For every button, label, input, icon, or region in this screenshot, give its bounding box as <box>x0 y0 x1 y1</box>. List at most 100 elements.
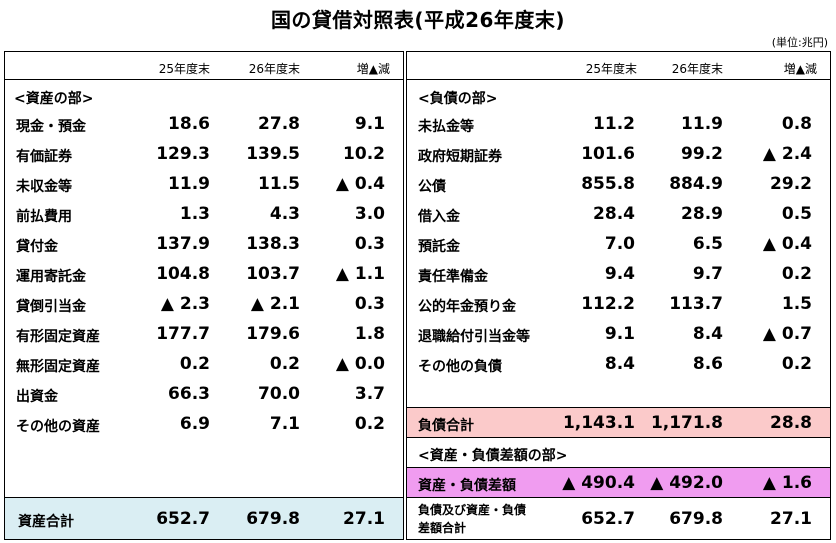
row-label: 運用寄託金 <box>16 269 86 285</box>
row-label: 未払金等 <box>418 119 474 135</box>
value-y25: 1.3 <box>179 204 210 224</box>
value-y25: 18.6 <box>168 114 210 134</box>
row-label: その他の負債 <box>418 359 502 375</box>
grand-total-y25: 652.7 <box>581 509 635 529</box>
value-y25: 101.6 <box>581 144 635 164</box>
row-label: 前払費用 <box>16 209 72 225</box>
liability-total-y25: 1,143.1 <box>562 413 635 433</box>
liabilities-table <box>406 51 831 540</box>
value-y25: 6.9 <box>179 414 210 434</box>
value-y25: 104.8 <box>156 264 210 284</box>
liabilities-section-title: <負債の部> <box>418 91 498 107</box>
row-label: 退職給付引当金等 <box>418 329 530 345</box>
value-diff: 0.2 <box>354 414 385 434</box>
value-diff: 3.0 <box>354 204 385 224</box>
assets-header-diff: 増▲減 <box>356 62 390 76</box>
row-label: 借入金 <box>418 209 460 225</box>
value-y26: 28.9 <box>681 204 723 224</box>
row-label: 有価証券 <box>16 149 72 165</box>
liability-total-y26: 1,171.8 <box>650 413 723 433</box>
assets-header-divider <box>4 79 404 80</box>
value-diff: 9.1 <box>354 114 385 134</box>
value-diff: ▲ 0.4 <box>335 174 385 194</box>
value-y25: 137.9 <box>156 234 210 254</box>
value-y26: 70.0 <box>258 384 300 404</box>
value-y26: 27.8 <box>258 114 300 134</box>
value-y26: 11.5 <box>258 174 300 194</box>
value-y26: ▲ 2.1 <box>250 294 300 314</box>
liability-total-label: 負債合計 <box>418 418 474 434</box>
row-label: 責任準備金 <box>418 269 488 285</box>
value-y26: 9.7 <box>692 264 723 284</box>
asset-total-y25: 652.7 <box>156 509 210 529</box>
value-y26: 139.5 <box>246 144 300 164</box>
asset-total-diff: 27.1 <box>343 509 385 529</box>
row-label: その他の資産 <box>16 419 100 435</box>
value-diff: 3.7 <box>354 384 385 404</box>
value-y25: 112.2 <box>581 294 635 314</box>
value-y26: 7.1 <box>269 414 300 434</box>
row-label: 出資金 <box>16 389 58 405</box>
net-assets-y25: ▲ 490.4 <box>562 473 635 493</box>
value-y25: 11.2 <box>593 114 635 134</box>
row-label: 未収金等 <box>16 179 72 195</box>
grand-total-label-line2: 差額合計 <box>418 521 467 535</box>
value-y26: 113.7 <box>669 294 723 314</box>
row-label: 公債 <box>418 179 446 195</box>
value-y26: 179.6 <box>246 324 300 344</box>
net-section-title: <資産・負債差額の部> <box>418 448 568 464</box>
value-y25: 855.8 <box>581 174 635 194</box>
value-y25: 0.2 <box>179 354 210 374</box>
value-y25: 9.1 <box>604 324 635 344</box>
grand-total-label-line1: 負債及び資産・負債 <box>418 503 527 517</box>
value-diff: 0.2 <box>781 354 812 374</box>
liabilities-header-divider <box>406 79 831 80</box>
value-diff: ▲ 1.1 <box>335 264 385 284</box>
page-title: 国の貸借対照表(平成26年度末) <box>270 8 566 32</box>
value-y26: 103.7 <box>246 264 300 284</box>
liability-total-diff: 28.8 <box>770 413 812 433</box>
value-y25: 129.3 <box>156 144 210 164</box>
value-y26: 0.2 <box>269 354 300 374</box>
asset-total-y26: 679.8 <box>246 509 300 529</box>
value-y25: 66.3 <box>168 384 210 404</box>
row-label: 有形固定資産 <box>16 329 100 345</box>
unit-label: (単位:兆円) <box>771 36 828 49</box>
value-y26: 138.3 <box>246 234 300 254</box>
value-y25: 177.7 <box>156 324 210 344</box>
value-diff: 0.5 <box>781 204 812 224</box>
value-y25: 7.0 <box>604 234 635 254</box>
row-label: 預託金 <box>418 239 460 255</box>
net-assets-y26: ▲ 492.0 <box>650 473 723 493</box>
value-diff: 1.5 <box>781 294 812 314</box>
value-diff: 10.2 <box>343 144 385 164</box>
grand-total-y26: 679.8 <box>669 509 723 529</box>
value-y25: 8.4 <box>604 354 635 374</box>
net-assets-label: 資産・負債差額 <box>418 478 516 494</box>
value-diff: ▲ 0.0 <box>335 354 385 374</box>
liabilities-header-diff: 増▲減 <box>783 62 817 76</box>
assets-total-row <box>4 497 404 540</box>
net-assets-row <box>406 467 831 498</box>
value-y25: ▲ 2.3 <box>160 294 210 314</box>
value-diff: 1.8 <box>354 324 385 344</box>
value-diff: ▲ 0.4 <box>762 234 812 254</box>
row-label: 公的年金預り金 <box>418 299 516 315</box>
value-diff: 0.3 <box>354 294 385 314</box>
liabilities-header-y25: 25年度末 <box>585 62 637 76</box>
row-label: 政府短期証券 <box>418 149 502 165</box>
assets-header-y26: 26年度末 <box>248 62 300 76</box>
value-y25: 9.4 <box>604 264 635 284</box>
grand-total-divider <box>406 497 831 498</box>
liabilities-total-row <box>406 407 831 438</box>
value-y25: 11.9 <box>168 174 210 194</box>
value-y26: 8.6 <box>692 354 723 374</box>
row-label: 貸付金 <box>16 239 58 255</box>
value-diff: ▲ 0.7 <box>762 324 812 344</box>
value-y26: 99.2 <box>681 144 723 164</box>
value-diff: ▲ 2.4 <box>762 144 812 164</box>
liabilities-header-y26: 26年度末 <box>671 62 723 76</box>
value-diff: 0.3 <box>354 234 385 254</box>
value-diff: 0.2 <box>781 264 812 284</box>
value-diff: 0.8 <box>781 114 812 134</box>
